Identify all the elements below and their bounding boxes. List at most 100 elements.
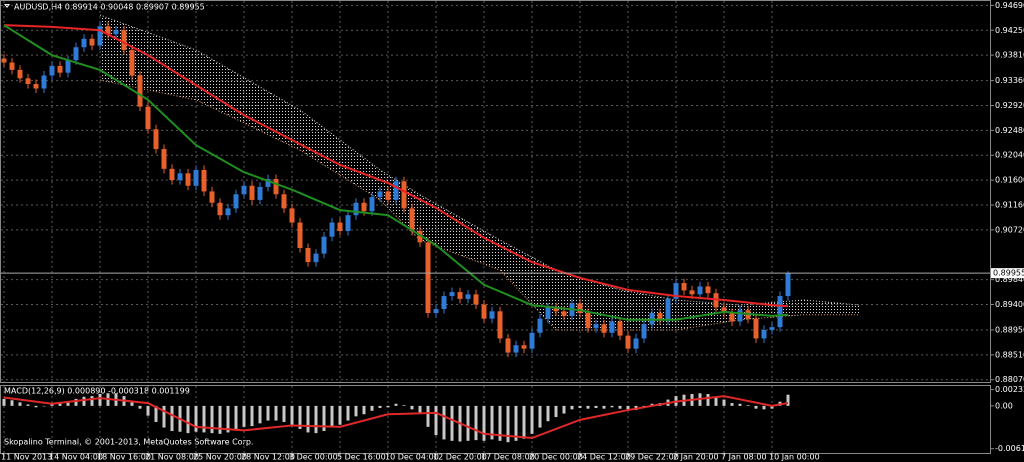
macd-bar [226,405,230,433]
candle-body [761,329,767,339]
menu-icon[interactable] [4,4,10,8]
main-frame [0,0,991,383]
candle-body [121,30,127,51]
current-price-box [991,268,1024,279]
macd-bar [90,396,94,406]
x-tick-label: 29 Dec 22:00 [625,453,679,462]
candle-body [209,191,215,203]
macd-bar [554,405,558,418]
macd-bar [402,405,406,406]
candle-body [529,332,535,349]
candle-body [289,208,295,223]
candle-body [665,298,671,321]
macd-bar [586,405,590,409]
macd-bar [626,405,630,411]
macd-bar [250,405,254,427]
candle-body [457,292,463,299]
macd-bar [354,405,358,417]
macd-bar [298,405,302,429]
x-tick-label: 28 Nov 12:00 [241,453,295,462]
current-price-label: 0.89955 [993,269,1024,278]
macd-bar [570,405,574,410]
x-tick-label: 3 Dec 00:00 [289,453,338,462]
macd-bar [618,405,622,409]
macd-bar [498,405,502,441]
macd-bar [186,405,190,434]
candle-body [361,202,367,212]
macd-bar [242,405,246,427]
x-tick-label: 11 Nov 2013 [1,453,52,462]
candle-body [297,222,303,248]
candle-body [345,215,351,232]
candle-body [305,247,311,263]
x-tick-label: 14 Nov 04:00 [49,453,103,462]
macd-bar [450,405,454,441]
candle-body [449,292,455,297]
macd-bar [26,404,30,406]
candle-body [41,75,47,89]
macd-bar [706,393,710,406]
x-tick-label: 5 Dec 16:00 [337,453,386,462]
macd-bar [66,400,70,406]
macd-bar [2,398,6,406]
macd-bar [154,405,158,422]
x-tick-label: 21 Nov 08:00 [145,453,199,462]
macd-bar [18,402,22,406]
candle-body [465,294,471,299]
macd-bar [10,400,14,406]
macd-bar [50,403,54,406]
candle-body [241,185,247,195]
x-tick-label: 10 Jan 00:00 [769,453,820,462]
candle-body [265,178,271,187]
candle-body [441,296,447,310]
macd-bar [290,405,294,425]
candle-body [753,318,759,339]
candle-body [673,283,679,299]
macd-bar [322,405,326,432]
candle-body [257,186,263,200]
macd-bar [466,405,470,441]
macd-bar [602,405,606,409]
candle-body [49,65,55,76]
candle-body [697,286,703,295]
candle-body [521,345,527,349]
macd-bar [754,405,758,409]
candle-body [513,345,519,353]
macd-bar [370,405,374,411]
candle-body [657,313,663,321]
candle-body [385,191,391,200]
candle-body [129,50,135,76]
candle-body [193,169,199,186]
candle-body [353,202,359,216]
moving-average [3,24,789,321]
macd-bar [234,405,238,430]
candle-body [393,181,399,200]
macd-bar [546,405,550,422]
candle-body [33,83,39,89]
macd-bar [394,403,398,406]
candle-body [473,294,479,305]
macd-frame [0,385,991,454]
candle-body [641,324,647,339]
macd-bar [34,405,38,408]
x-tick-label: 25 Nov 20:00 [193,453,247,462]
macd-bar [610,405,614,408]
macd-bar [538,405,542,428]
macd-bar [98,393,102,406]
macd-bar [314,405,318,434]
candle-body [281,194,287,209]
macd-bar [746,405,750,406]
candle-body [769,327,775,330]
candle-body [729,313,735,322]
candle-body [377,191,383,198]
candle-body [505,338,511,353]
x-tick-label: 7 Jan 08:00 [721,453,767,462]
candle-body [537,318,543,333]
